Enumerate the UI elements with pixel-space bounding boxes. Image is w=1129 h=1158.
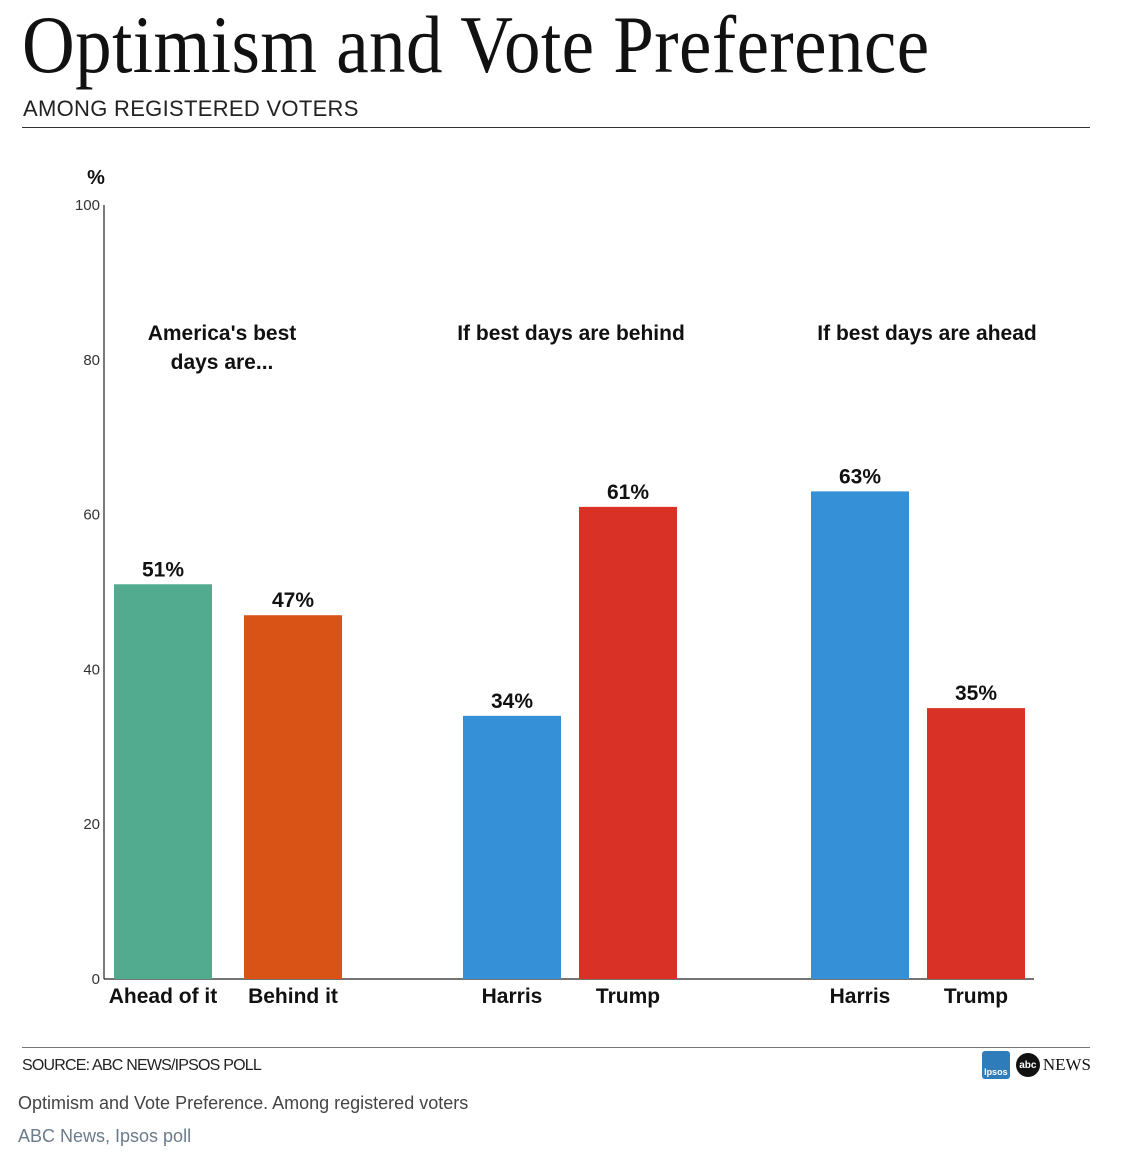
y-axis-label: % bbox=[87, 167, 105, 189]
bar bbox=[579, 506, 677, 979]
bar bbox=[811, 491, 909, 979]
group-title: America's best bbox=[148, 322, 297, 345]
group-title: If best days are behind bbox=[457, 322, 685, 345]
bar bbox=[463, 715, 561, 979]
figure-credit: ABC News, Ipsos poll bbox=[18, 1126, 192, 1146]
bar-value-label: 47% bbox=[272, 589, 314, 612]
x-category-label: Harris bbox=[482, 985, 543, 1008]
top-divider bbox=[22, 127, 1090, 128]
group-title: days are... bbox=[171, 351, 274, 374]
y-tick-label: 100 bbox=[75, 197, 100, 214]
chart-title: Optimism and Vote Preference bbox=[22, 0, 930, 90]
bar-chart: % 0 20 40 60 80 100 America's best days are... 51… bbox=[75, 167, 1037, 1008]
y-tick-label: 60 bbox=[83, 507, 100, 524]
figure-caption: Optimism and Vote Preference. Among regi… bbox=[18, 1093, 469, 1113]
x-category-label: Behind it bbox=[248, 985, 338, 1008]
bottom-divider bbox=[22, 1047, 1090, 1048]
x-category-label: Ahead of it bbox=[109, 985, 218, 1008]
group-title: If best days are ahead bbox=[817, 322, 1036, 345]
y-tick-label: 40 bbox=[83, 661, 100, 678]
bar-value-label: 61% bbox=[607, 481, 649, 504]
bar-value-label: 51% bbox=[142, 558, 184, 581]
bar bbox=[114, 584, 212, 979]
bar bbox=[244, 615, 342, 979]
y-tick-label: 80 bbox=[83, 352, 100, 369]
y-tick-label: 0 bbox=[92, 971, 100, 988]
bar bbox=[927, 708, 1025, 979]
bar-value-label: 34% bbox=[491, 690, 533, 713]
x-category-label: Harris bbox=[830, 985, 891, 1008]
abc-logo: abc bbox=[1015, 1053, 1040, 1077]
abc-news-wordmark: NEWS bbox=[1042, 1055, 1091, 1074]
chart-subtitle: AMONG REGISTERED VOTERS bbox=[23, 96, 359, 121]
bar-value-label: 63% bbox=[839, 465, 881, 488]
bar-value-label: 35% bbox=[955, 682, 997, 705]
x-category-label: Trump bbox=[944, 985, 1008, 1008]
ipsos-logo: Ipsos bbox=[981, 1051, 1010, 1079]
source-note: SOURCE: ABC NEWS/IPSOS POLL bbox=[22, 1057, 262, 1074]
y-tick-label: 20 bbox=[83, 816, 100, 833]
logo-group: Ipsos abc NEWS bbox=[981, 1051, 1091, 1079]
x-category-label: Trump bbox=[596, 985, 660, 1008]
